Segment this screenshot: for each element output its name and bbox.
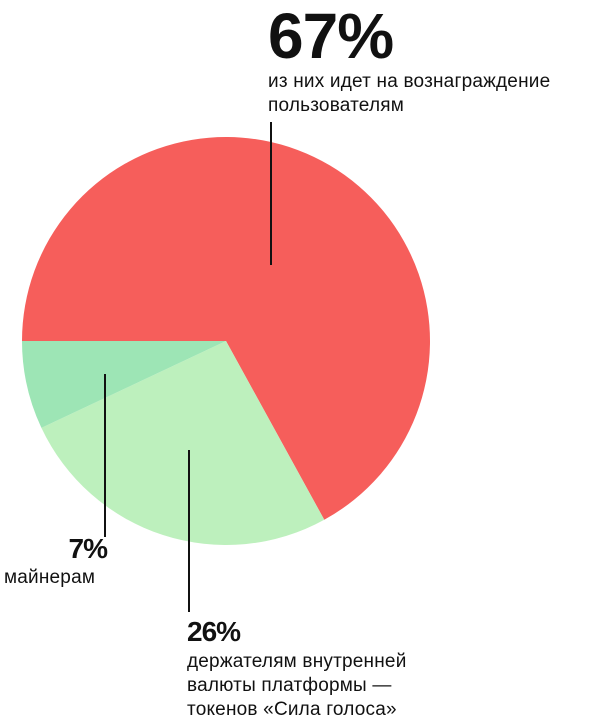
users-share-label-line-1: из них идет на вознаграждение	[268, 71, 551, 92]
holders-share-label-line-2: валюты платформы —	[187, 675, 392, 696]
miners-share-label: майнерам	[4, 567, 96, 588]
slice-users	[22, 137, 431, 520]
users-share-label-line-2: пользователям	[268, 95, 404, 116]
holders-share-label-line-3: токенов «Сила голоса»	[187, 699, 397, 720]
holders-share-label-line-1: держателям внутренней	[187, 651, 407, 672]
users-share-label: из них идет на вознаграждение пользовате…	[268, 70, 598, 118]
slice-holders	[41, 341, 325, 546]
leader-lines	[104, 122, 272, 612]
pie-slices	[22, 137, 431, 546]
miners-share-value: 7%	[68, 533, 108, 564]
users-share-value: 67%	[268, 0, 394, 72]
holders-share-label: держателям внутренней валюты платформы —…	[187, 650, 487, 722]
holders-share-value: 26%	[187, 616, 241, 647]
slice-miners	[22, 341, 226, 428]
